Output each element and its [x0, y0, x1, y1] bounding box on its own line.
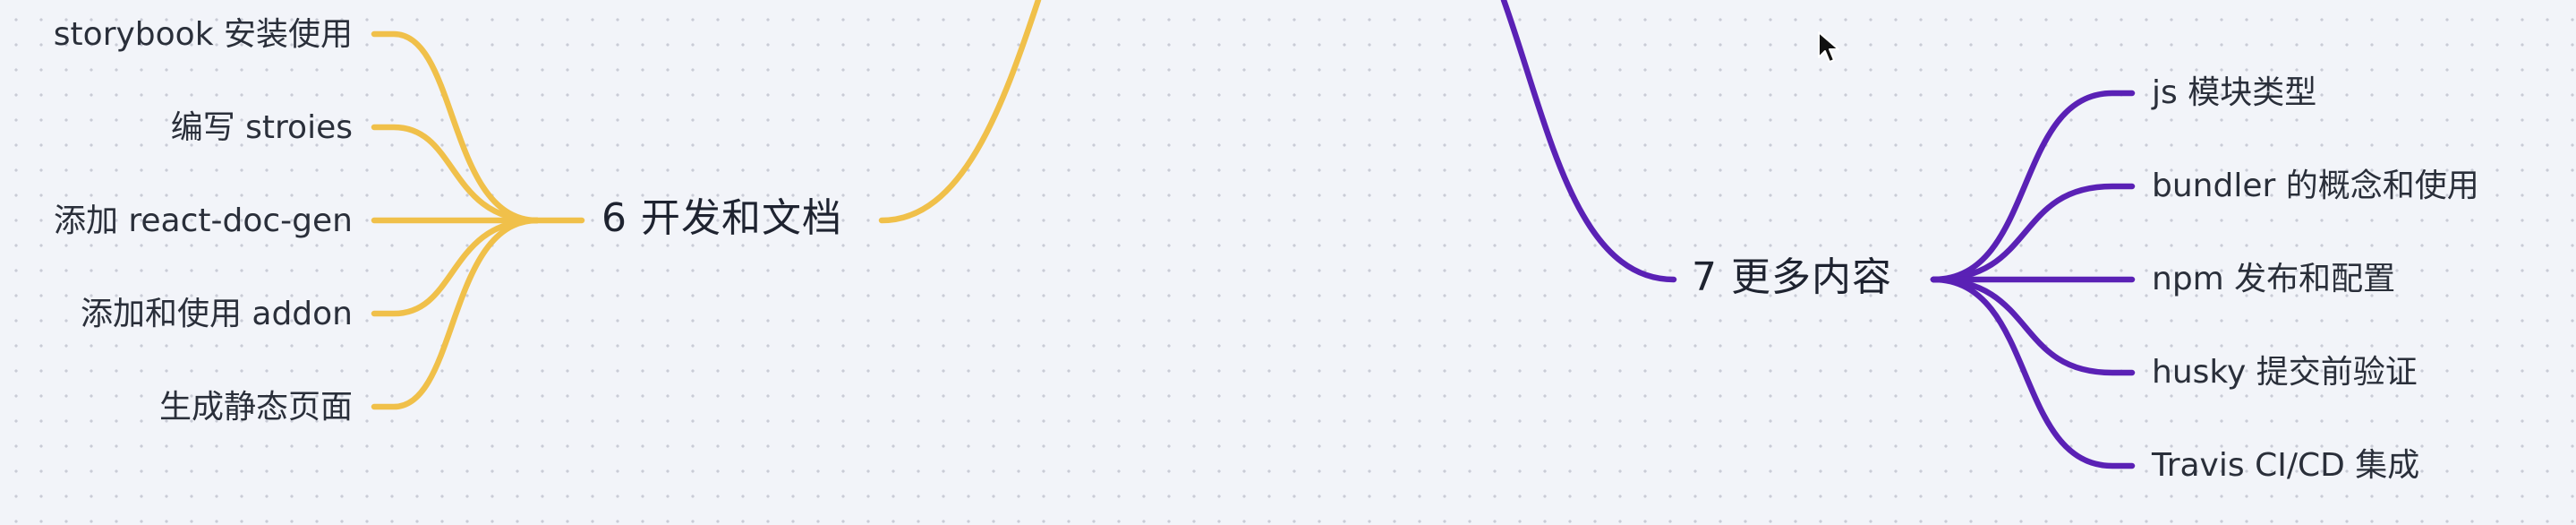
- right-child-node-2[interactable]: bundler 的概念和使用: [2152, 170, 2479, 202]
- left-branch-connector-5: [371, 217, 541, 410]
- mouse-pointer-icon: [1818, 31, 1839, 63]
- left-child-node-3[interactable]: 添加 react-doc-gen: [13, 205, 353, 237]
- right-child-label-5: Travis CI/CD 集成: [2152, 447, 2420, 484]
- left-child-node-1[interactable]: storybook 安装使用: [13, 19, 353, 51]
- left-child-label-1: storybook 安装使用: [53, 16, 353, 53]
- left-topic-label: 6 开发和文档: [601, 195, 842, 241]
- left-branch-lines: [371, 0, 1042, 410]
- right-topic-parent-connector: [1500, 0, 1677, 283]
- left-child-label-2: 编写 stroies: [170, 109, 353, 146]
- right-child-node-1[interactable]: js 模块类型: [2152, 77, 2316, 109]
- right-topic-node[interactable]: 7 更多内容: [1692, 258, 1892, 297]
- left-child-node-2[interactable]: 编写 stroies: [13, 112, 353, 144]
- right-branch-connector-1: [1930, 90, 2136, 283]
- right-child-node-5[interactable]: Travis CI/CD 集成: [2152, 450, 2419, 482]
- left-child-label-5: 生成静态页面: [158, 389, 353, 426]
- right-branch-connector-4: [1930, 276, 2136, 376]
- right-topic-label: 7 更多内容: [1692, 254, 1892, 300]
- left-child-label-4: 添加和使用 addon: [80, 296, 353, 332]
- left-topic-node[interactable]: 6 开发和文档: [601, 199, 842, 238]
- left-branch-connector-4: [371, 217, 541, 317]
- right-child-label-4: husky 提交前验证: [2152, 354, 2418, 391]
- right-branch-connector-2: [1930, 183, 2136, 283]
- left-child-node-4[interactable]: 添加和使用 addon: [13, 298, 353, 331]
- right-child-node-4[interactable]: husky 提交前验证: [2152, 357, 2418, 389]
- right-branch-lines: [1500, 0, 2136, 469]
- right-branch-connector-5: [1930, 276, 2136, 469]
- left-branch-connector-1: [371, 30, 541, 224]
- left-branch-connector-2: [371, 124, 541, 224]
- left-topic-parent-connector: [878, 0, 1042, 224]
- left-child-label-3: 添加 react-doc-gen: [53, 202, 353, 239]
- right-child-label-2: bundler 的概念和使用: [2152, 168, 2479, 204]
- right-child-node-3[interactable]: npm 发布和配置: [2152, 263, 2395, 296]
- right-child-label-3: npm 发布和配置: [2152, 261, 2396, 297]
- right-child-label-1: js 模块类型: [2152, 74, 2317, 111]
- left-child-node-5[interactable]: 生成静态页面: [13, 392, 353, 424]
